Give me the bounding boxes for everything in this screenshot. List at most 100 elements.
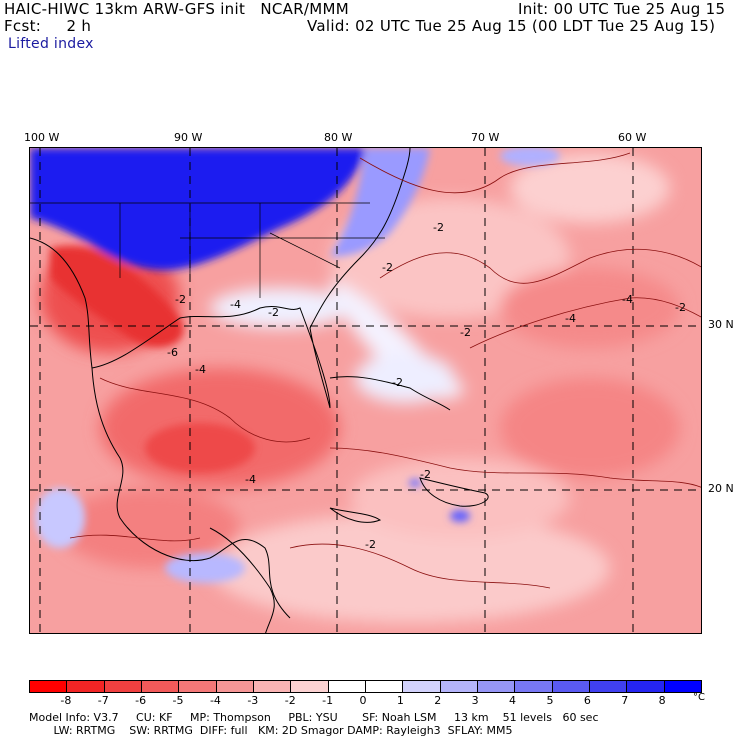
blue-spot (450, 510, 470, 522)
colorbar-tick: -6 (135, 694, 147, 707)
contour-label: -2 (175, 293, 186, 306)
init-time: Init: 00 UTC Tue 25 Aug 15 (518, 0, 726, 18)
central-america-outline (209, 527, 275, 633)
colorbar-swatch (253, 681, 292, 692)
contour-label: -6 (167, 346, 178, 359)
contour-label: -4 (245, 473, 256, 486)
colorbar-tick: 6 (583, 694, 591, 707)
contour-label: -4 (622, 293, 633, 306)
jamaica-outline (329, 507, 382, 523)
contour-label: -2 (268, 306, 279, 319)
contour-label: -4 (195, 363, 206, 376)
colorbar-tick: 8 (658, 694, 666, 707)
colorbar-swatch (403, 681, 441, 692)
colorbar-swatch (589, 681, 628, 692)
contour-line (289, 543, 551, 589)
contour-labels: -2 -2 -2 -2 -2 -2 -2 -2 -2 -4 -4 -4 -4 -… (167, 221, 686, 551)
contours (69, 152, 701, 589)
colorbar-tick: -2 (284, 694, 296, 707)
coastlines (30, 148, 489, 633)
colorbar-swatch (328, 681, 366, 692)
blue-stable-area (30, 148, 365, 271)
colorbar-swatch (30, 681, 68, 692)
contour-label: -2 (420, 468, 431, 481)
colorbar-swatch (179, 681, 217, 692)
lat-label-20n: 20 N (708, 482, 734, 495)
red-area (500, 268, 680, 348)
light-pink-area (350, 458, 570, 538)
forecast-hour: Fcst: 2 h (4, 17, 92, 35)
light-blue-area (35, 488, 85, 548)
colorbar-tick: -1 (322, 694, 334, 707)
map-canvas: -2 -2 -2 -2 -2 -2 -2 -2 -2 -4 -4 -4 -4 -… (30, 148, 701, 633)
colorbar-swatch (627, 681, 665, 692)
colorbar-swatch (515, 681, 553, 692)
contour-label: -2 (365, 538, 376, 551)
colorbar-tick: 3 (471, 694, 479, 707)
colorbar-swatch (291, 681, 329, 692)
blue-spot (409, 479, 421, 487)
deep-red-area (145, 423, 255, 473)
red-area (60, 488, 240, 568)
contour-line (99, 377, 311, 443)
colorbar-tick: -5 (172, 694, 184, 707)
colorbar-swatch (477, 681, 516, 692)
colorbar-tick: -7 (97, 694, 109, 707)
contour-label: -2 (675, 301, 686, 314)
lon-label-70w: 70 W (471, 131, 500, 144)
lon-label-100w: 100 W (24, 131, 60, 144)
graticule (30, 148, 701, 633)
light-blue-area (330, 148, 430, 257)
colorbar-swatch (552, 681, 590, 692)
contour-label: -4 (565, 312, 576, 325)
state-borders (30, 202, 385, 298)
deepest-red-area (50, 246, 184, 348)
colorbar-unit: °C (693, 692, 705, 703)
contour-line (469, 297, 701, 349)
colorbar-tick: -8 (60, 694, 72, 707)
contour-label: -2 (382, 261, 393, 274)
colorbar-swatch (365, 681, 404, 692)
contour-line (379, 248, 701, 284)
colorbar-tick: 7 (621, 694, 629, 707)
colorbar-tick: 0 (359, 694, 367, 707)
light-pink-area (510, 153, 670, 223)
contour-label: -4 (230, 298, 241, 311)
field-name: Lifted index (8, 36, 94, 52)
colorbar-tick: -4 (209, 694, 221, 707)
lon-label-80w: 80 W (324, 131, 353, 144)
model-info-line-2: LW: RRTMG SW: RRTMG DIFF: full KM: 2D Sm… (29, 724, 513, 737)
lat-label-30n: 30 N (708, 318, 734, 331)
us-coastline (91, 148, 411, 409)
lon-label-60w: 60 W (618, 131, 647, 144)
colorbar-swatch (664, 681, 701, 692)
light-blue-area (500, 148, 560, 166)
lon-label-90w: 90 W (174, 131, 203, 144)
colorbar-swatch (141, 681, 180, 692)
state-border (180, 232, 385, 269)
lifted-index-map: -2 -2 -2 -2 -2 -2 -2 -2 -2 -4 -4 -4 -4 -… (29, 147, 702, 634)
colorbar-swatch (216, 681, 254, 692)
colorbar-tick: 4 (509, 694, 517, 707)
gulf-coast-west (30, 237, 291, 619)
colorbar-swatch (67, 681, 105, 692)
contour-line (359, 152, 631, 194)
colorbar-tick: 5 (546, 694, 554, 707)
valid-time: Valid: 02 UTC Tue 25 Aug 15 (00 LDT Tue … (307, 17, 716, 35)
red-area (500, 378, 680, 478)
contour-line (329, 447, 701, 488)
colorbar-swatch (440, 681, 478, 692)
colorbar-tick: 2 (434, 694, 442, 707)
light-blue-area (165, 553, 245, 583)
colorbar-tick: -3 (247, 694, 259, 707)
colorbar-swatch (104, 681, 142, 692)
cuba-outline (329, 376, 451, 411)
model-title: HAIC-HIWC 13km ARW-GFS init NCAR/MMM (4, 0, 350, 18)
colorbar (29, 680, 702, 693)
contour-label: -2 (460, 326, 471, 339)
colorbar-tick: 1 (396, 694, 404, 707)
model-info-line-1: Model Info: V3.7 CU: KF MP: Thompson PBL… (29, 711, 599, 724)
neutral-area (355, 353, 455, 403)
contour-label: -2 (433, 221, 444, 234)
contour-line (69, 534, 201, 542)
